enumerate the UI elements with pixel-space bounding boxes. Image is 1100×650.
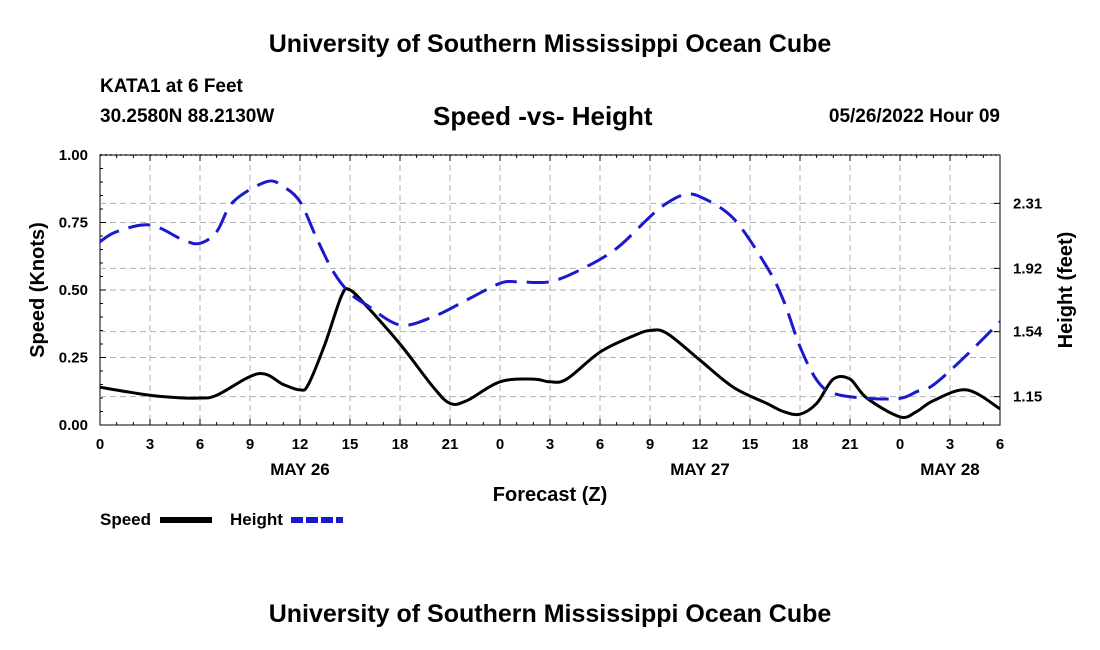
y2-tick-label: 1.15 [1013, 389, 1042, 406]
y2-axis-title: Height (feet) [1055, 232, 1077, 349]
legend-label: Height [230, 510, 283, 529]
y2-tick-label: 2.31 [1013, 195, 1042, 212]
y-axis-title: Speed (Knots) [27, 222, 49, 358]
page-title: University of Southern Mississippi Ocean… [268, 30, 832, 58]
y-tick-label: 0.75 [59, 215, 88, 232]
date-label: MAY 28 [920, 460, 980, 479]
x-tick-label: 3 [546, 436, 554, 453]
x-tick-label: 15 [342, 436, 359, 453]
x-tick-label: 6 [596, 436, 604, 453]
y-tick-label: 0.50 [59, 282, 88, 299]
x-tick-label: 3 [946, 436, 954, 453]
x-tick-label: 12 [292, 436, 309, 453]
chart-subtitle: Speed -vs- Height [433, 101, 653, 131]
x-tick-label: 18 [792, 436, 809, 453]
y-tick-label: 0.00 [59, 417, 88, 434]
x-tick-label: 21 [842, 436, 859, 453]
x-tick-label: 0 [96, 436, 104, 453]
legend-label: Speed [100, 510, 151, 529]
x-tick-label: 18 [392, 436, 409, 453]
x-tick-label: 0 [496, 436, 504, 453]
y-tick-label: 0.25 [59, 350, 88, 367]
footer-title: University of Southern Mississippi Ocean… [268, 600, 832, 628]
y2-tick-label: 1.54 [1013, 324, 1043, 341]
x-tick-label: 3 [146, 436, 154, 453]
x-tick-label: 6 [996, 436, 1004, 453]
legend: Speed Height [100, 510, 343, 529]
x-tick-label: 15 [742, 436, 759, 453]
date-label: MAY 27 [670, 460, 730, 479]
x-tick-label: 9 [246, 436, 254, 453]
station-label: KATA1 at 6 Feet [100, 76, 243, 97]
y2-tick-label: 1.92 [1013, 260, 1042, 277]
x-tick-label: 21 [442, 436, 459, 453]
x-tick-label: 6 [196, 436, 204, 453]
x-tick-label: 12 [692, 436, 709, 453]
axes: 0 3 6 9 12 15 18 21 0 3 6 9 12 15 18 21 0 3 6 0.00 0.25 0.50 0… [27, 147, 1077, 506]
y-tick-label: 1.00 [59, 147, 88, 164]
speed-series-line [99, 287, 1001, 419]
height-series-line [99, 179, 1002, 401]
date-label: MAY 26 [270, 460, 330, 479]
station-coordinates: 30.2580N 88.2130W [100, 106, 275, 127]
forecast-datestamp: 05/26/2022 Hour 09 [828, 106, 1000, 127]
x-tick-label: 0 [896, 436, 904, 453]
x-axis-title: Forecast (Z) [493, 484, 607, 506]
series-layer [99, 179, 1002, 419]
x-tick-label: 9 [646, 436, 654, 453]
